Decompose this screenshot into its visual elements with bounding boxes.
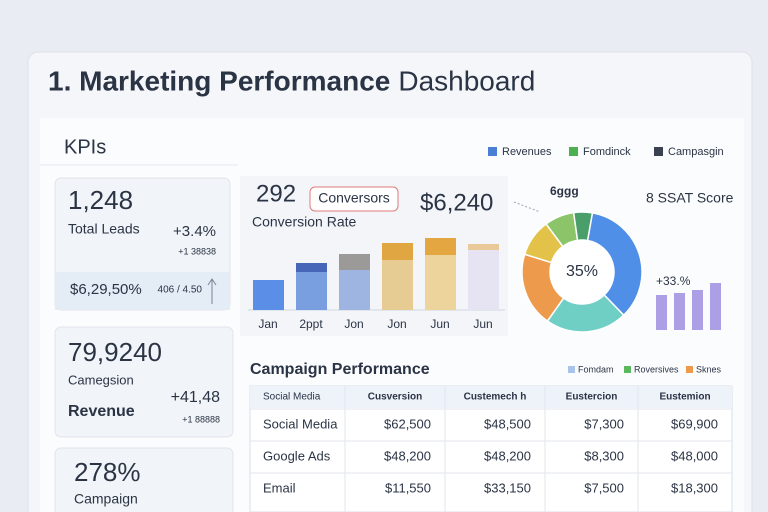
bar-segment (468, 244, 499, 250)
table-cell: $11,550 (385, 480, 431, 495)
legend-swatch (624, 366, 631, 373)
conversion-count: 292 (256, 180, 296, 207)
table-cell: $7,500 (584, 480, 624, 495)
title: 1. Marketing Performance (48, 65, 390, 96)
kpi-value: 1,248 (68, 185, 133, 215)
legend-swatch (654, 147, 663, 156)
bar-segment (468, 250, 499, 310)
kpi-footer-value: $6,29,50% (70, 281, 142, 298)
bar-segment (425, 255, 456, 310)
conversion-amount: $6,240 (420, 189, 493, 216)
kpi-value: 278% (74, 457, 141, 487)
donut-hole (550, 240, 614, 304)
legend-label: Sknes (696, 364, 722, 374)
table-cell: Social Media (263, 416, 338, 431)
table-header-cell: Eustemion (659, 392, 710, 403)
table-cell: $33,150 (484, 480, 531, 495)
legend-swatch (569, 147, 578, 156)
kpi-footer-note: 406 / 4.50 (158, 285, 203, 296)
campaign-title: Campaign Performance (250, 361, 430, 378)
mini-bar (656, 295, 667, 330)
kpi-card (54, 447, 234, 512)
kpi-value: 79,9240 (68, 337, 162, 367)
table-header (250, 386, 732, 408)
legend: Revenues Fomdinck Campasgin (488, 146, 724, 158)
bar-segment (253, 280, 284, 310)
kpi-label: Campaign (74, 491, 138, 507)
bar-segment (296, 263, 327, 272)
mini-bar (710, 283, 721, 330)
kpi-footer (55, 272, 230, 310)
legend-swatch (488, 147, 497, 156)
legend-label: Fomdinck (583, 146, 631, 158)
campaign-legend: Fomdam Roversives Sknes (568, 364, 722, 374)
kpi-label: Total Leads (68, 221, 140, 237)
mini-annotation: +33.% (656, 274, 691, 288)
donut-title: 8 SSAT Score (646, 190, 734, 206)
kpi-note: +1 88888 (182, 414, 220, 424)
bar-segment (339, 254, 370, 270)
table-cell: $18,300 (671, 480, 718, 495)
table-cell: $8,300 (584, 448, 624, 463)
kpi-label: Camegsion (68, 372, 134, 387)
table-header-cell: Eustercion (566, 392, 618, 403)
legend-label: Roversives (634, 364, 679, 374)
kpi-sublabel: Revenue (68, 403, 135, 420)
legend-label: Revenues (502, 146, 552, 158)
x-tick-label: 2ppt (299, 317, 323, 331)
badge-text: Conversors (318, 190, 390, 206)
table-header-cell: Cusversion (368, 392, 422, 403)
table-cell: $48,200 (484, 448, 531, 463)
leader-line (513, 201, 541, 213)
table-body: Social Media Cusversion Custemech h Eusterc… (250, 386, 732, 512)
title-rest: Dashboard (398, 65, 535, 96)
x-tick-label: Jun (430, 317, 449, 331)
x-tick-label: Jun (473, 317, 492, 331)
badge (309, 186, 399, 212)
table-cell: $48,500 (484, 416, 531, 431)
kpi-note: +1 38838 (178, 246, 216, 256)
x-tick-label: Jan (258, 317, 277, 331)
legend-label: Campasgin (668, 146, 724, 158)
legend-swatch (686, 366, 693, 373)
bar-segment (382, 243, 413, 260)
mini-bar (692, 290, 703, 330)
x-tick-label: Jon (387, 317, 406, 331)
kpis-title: KPIs (64, 136, 106, 158)
mini-bar (674, 293, 685, 330)
legend-swatch (568, 366, 575, 373)
conversion-label: Conversion Rate (252, 214, 356, 230)
table-header-cell: Social Media (263, 392, 321, 403)
table-cell: Email (263, 480, 296, 495)
table-cell: $69,900 (671, 416, 718, 431)
table-cell: $7,300 (584, 416, 624, 431)
bar-segment (296, 272, 327, 310)
legend-label: Fomdam (578, 364, 614, 374)
donut-top-label: 6ggg (550, 184, 579, 198)
table-cell: $48,000 (671, 448, 718, 463)
x-tick-label: Jon (344, 317, 363, 331)
bar-segment (339, 270, 370, 310)
table-header-cell: Custemech h (464, 392, 527, 403)
kpi-card (54, 326, 234, 438)
table-cell: $48,200 (384, 448, 431, 463)
table-cell: $62,500 (384, 416, 431, 431)
kpi-change: +41,48 (171, 389, 220, 406)
bar-segment (382, 260, 413, 310)
bar-segment (425, 238, 456, 255)
arrow-icon (207, 278, 217, 304)
table-cell: Google Ads (263, 448, 331, 463)
donut-center-label: 35% (566, 263, 598, 280)
kpi-change: +3.4% (173, 223, 216, 240)
